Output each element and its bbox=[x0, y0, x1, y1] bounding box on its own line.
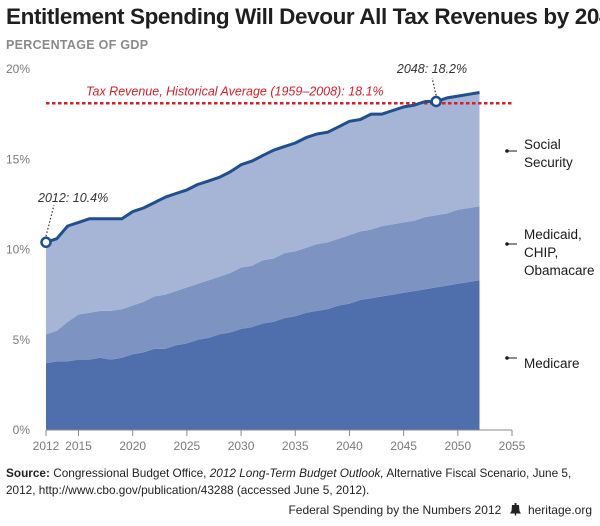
annotation-2012-leader bbox=[45, 204, 55, 237]
footer-site: heritage.org bbox=[527, 503, 592, 517]
label-medicare-line-0: Medicare bbox=[524, 356, 580, 371]
x-tick-label-2035: 2035 bbox=[282, 439, 309, 453]
x-tick-label-2030: 2030 bbox=[228, 439, 255, 453]
label-social-security-line-1: Security bbox=[524, 155, 573, 170]
page-title: Entitlement Spending Will Devour All Tax… bbox=[6, 4, 600, 29]
annotation-2048-label: 2048: 18.2% bbox=[396, 62, 467, 76]
annotation-2012-label: 2012: 10.4% bbox=[37, 191, 108, 205]
x-tick-label-2025: 2025 bbox=[174, 439, 201, 453]
area-medicaid-chip-obamacare bbox=[46, 206, 480, 364]
area-social-security bbox=[46, 92, 480, 335]
source-text-1: Congressional Budget Office, bbox=[49, 466, 210, 480]
y-tick-label-20: 20% bbox=[6, 62, 30, 76]
chart: 2012 2015 2020 2025 2030 2035 2040 2045 2050 2055… bbox=[6, 62, 595, 453]
source-text-2: Alternative Fiscal Scenario, June 5, 201… bbox=[6, 466, 572, 497]
footer: Federal Spending by the Numbers 2012 her… bbox=[288, 503, 592, 519]
chart-areas bbox=[46, 92, 480, 430]
label-medicaid-chip-obamacare-line-0: Medicaid, bbox=[524, 227, 582, 242]
x-tick-label-2012: 2012 bbox=[33, 439, 60, 453]
label-medicaid-chip-obamacare-line-1: CHIP, bbox=[524, 245, 558, 260]
liberty-bell-icon bbox=[509, 503, 522, 519]
area-medicare bbox=[46, 280, 480, 430]
total-spending-line bbox=[45, 91, 480, 244]
source-report-title: 2012 Long-Term Budget Outlook, bbox=[209, 466, 384, 480]
annotation-2012-marker bbox=[40, 236, 52, 249]
chart-subtitle: PERCENTAGE OF GDP bbox=[6, 38, 149, 52]
annotation-2048-leader bbox=[431, 77, 437, 96]
y-tick-label-0: 0% bbox=[13, 423, 31, 437]
y-tick-label-5: 5% bbox=[13, 333, 31, 347]
source-label: Source: bbox=[6, 466, 50, 480]
x-tick-label-2040: 2040 bbox=[336, 439, 363, 453]
x-tick-label-2045: 2045 bbox=[390, 439, 417, 453]
x-tick-label-2055: 2055 bbox=[499, 439, 526, 453]
footer-publication: Federal Spending by the Numbers 2012 bbox=[288, 503, 502, 517]
y-tick-label-10: 10% bbox=[6, 243, 30, 257]
chart-axes: 2012 2015 2020 2025 2030 2035 2040 2045 2050 2055… bbox=[6, 62, 526, 453]
label-social-security-line-0: Social bbox=[524, 137, 561, 152]
chart-overlay: Tax Revenue, Historical Average (1959–20… bbox=[37, 62, 595, 371]
source-note: Source: Congressional Budget Office, 201… bbox=[6, 465, 596, 499]
label-medicaid-chip-obamacare-line-2: Obamacare bbox=[524, 263, 595, 278]
x-tick-label-2050: 2050 bbox=[444, 439, 471, 453]
y-tick-label-15: 15% bbox=[6, 152, 30, 166]
x-tick-label-2020: 2020 bbox=[119, 439, 146, 453]
revenue-reference-label: Tax Revenue, Historical Average (1959–20… bbox=[86, 84, 384, 98]
x-tick-label-2015: 2015 bbox=[65, 439, 92, 453]
annotation-2048-marker bbox=[430, 95, 442, 108]
